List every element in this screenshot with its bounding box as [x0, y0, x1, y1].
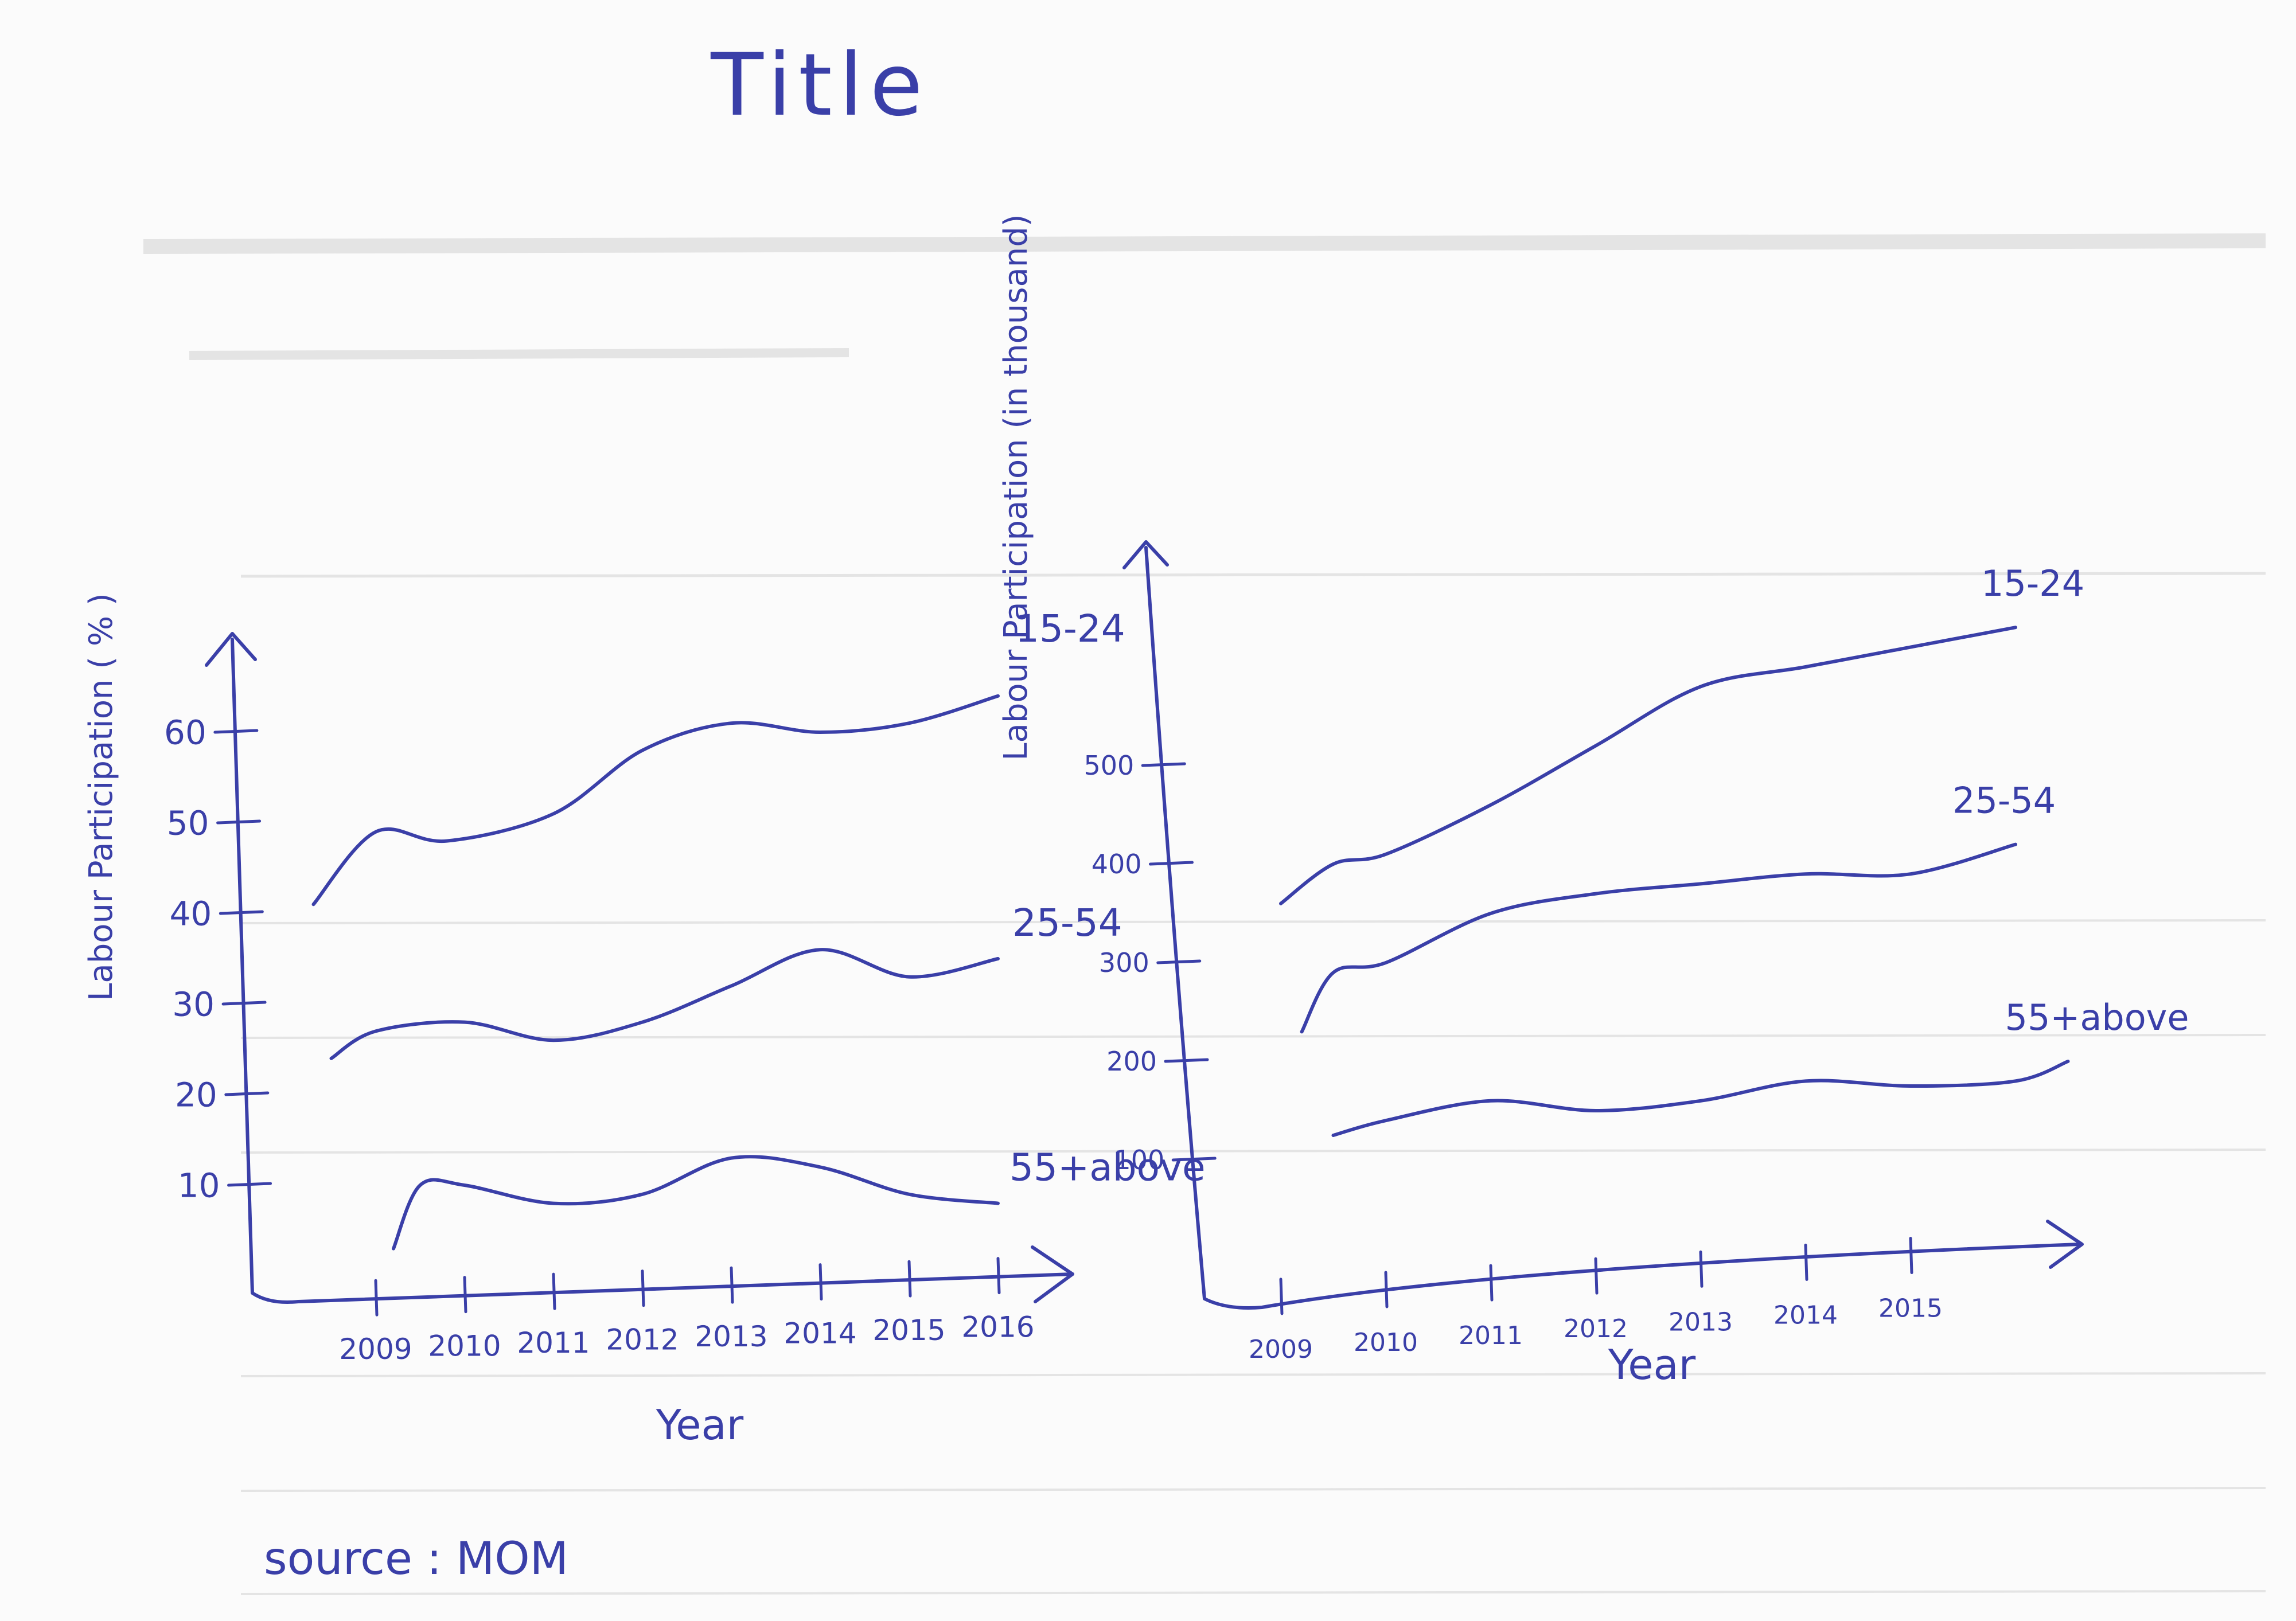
right-y-tick-label: 100	[1114, 1145, 1164, 1175]
left-y-tick-label: 40	[170, 894, 212, 933]
left-x-tick-mark	[641, 1270, 645, 1307]
left-y-tick-label: 60	[164, 713, 206, 752]
left-x-tick-label: 2011	[517, 1326, 590, 1360]
left-y-tick-mark	[221, 1001, 267, 1006]
right-x-tick-label: 2010	[1354, 1328, 1418, 1357]
right-series-line-1	[1279, 626, 2017, 905]
right-y-tick-mark	[1156, 959, 1202, 964]
left-y-tick-label: 20	[175, 1075, 217, 1114]
left-x-tick-mark	[374, 1279, 379, 1317]
left-x-axis-arrowhead	[1031, 1245, 1074, 1303]
right-x-tick-label: 2015	[1878, 1294, 1943, 1323]
right-series-line-3	[1331, 1060, 2070, 1137]
left-x-tick-label: 2013	[695, 1320, 767, 1353]
right-x-ticks: 2009 2010 2011 2012 2013 2014 2015	[1249, 1236, 1943, 1364]
right-y-tick-label: 300	[1099, 947, 1149, 978]
left-x-tick-mark	[907, 1260, 912, 1298]
paper-bleed-through	[143, 233, 2266, 1595]
right-y-tick-mark	[1164, 1058, 1209, 1063]
right-y-axis-line	[1144, 546, 2081, 1310]
left-series-lines: 15-24 25-54 55+above	[311, 607, 1206, 1251]
left-series-line-1	[311, 694, 1000, 907]
source-note: source : MOM	[264, 1533, 568, 1585]
left-y-tick-mark	[224, 1091, 270, 1096]
right-x-tick-label: 2013	[1669, 1307, 1733, 1337]
left-y-tick-mark	[219, 910, 264, 915]
left-x-ticks: 2009 2010 2011 2012 2013 2014 2015 2016	[339, 1257, 1035, 1366]
right-x-tick-mark	[1279, 1278, 1284, 1315]
left-y-tick-label: 30	[172, 985, 215, 1024]
left-x-tick-label: 2016	[961, 1311, 1034, 1344]
right-x-tick-mark	[1489, 1264, 1494, 1302]
right-series-label-2: 25-54	[1952, 780, 2056, 822]
right-x-axis-arrowhead	[2046, 1220, 2084, 1269]
right-series-label-1: 15-24	[1981, 563, 2084, 604]
left-series-line-2	[329, 948, 1000, 1060]
right-y-tick-label: 500	[1083, 750, 1134, 781]
right-y-tick-mark	[1149, 861, 1194, 866]
left-y-axis-label: Labour Participation ( % )	[83, 593, 120, 1001]
left-x-tick-label: 2012	[606, 1323, 679, 1357]
right-y-tick-mark	[1171, 1157, 1217, 1162]
left-series-label-1: 15-24	[1015, 607, 1125, 651]
right-x-tick-label: 2009	[1249, 1335, 1313, 1364]
left-y-axis-arrowhead	[205, 632, 257, 667]
right-y-axis-arrowhead	[1122, 540, 1169, 569]
right-x-tick-mark	[1594, 1257, 1599, 1295]
right-y-axis-label: Labour Participation (in thousand)	[997, 214, 1035, 760]
left-x-tick-mark	[552, 1272, 556, 1310]
right-x-tick-label: 2014	[1773, 1300, 1838, 1330]
left-y-axis-line	[231, 638, 1074, 1304]
left-x-tick-label: 2010	[428, 1330, 501, 1363]
chart-left-percentage: Labour Participation ( % ) Year 10 20 30 40…	[83, 593, 1206, 1449]
right-x-tick-label: 2012	[1564, 1314, 1628, 1343]
left-x-tick-label: 2014	[783, 1317, 856, 1350]
left-series-label-2: 25-54	[1012, 901, 1122, 945]
right-series-line-2	[1300, 842, 2017, 1034]
left-y-tick-mark	[227, 1182, 272, 1187]
left-x-tick-mark	[463, 1276, 467, 1314]
right-y-tick-mark	[1141, 762, 1186, 767]
right-x-tick-mark	[1699, 1250, 1704, 1288]
chart-right-thousands: Labour Participation (in thousand) Year …	[997, 214, 2189, 1389]
left-y-tick-label: 50	[167, 803, 209, 842]
right-series-label-3: 55+above	[2005, 997, 2189, 1038]
right-y-tick-label: 200	[1106, 1046, 1157, 1077]
right-x-tick-label: 2011	[1459, 1321, 1523, 1350]
left-x-tick-mark	[996, 1257, 1001, 1295]
left-x-tick-label: 2009	[339, 1333, 412, 1366]
left-series-label-3: 55+above	[1009, 1146, 1206, 1190]
right-x-tick-mark	[1909, 1236, 1913, 1274]
right-x-tick-mark	[1384, 1271, 1389, 1308]
left-y-tick-label: 10	[178, 1166, 220, 1205]
right-y-tick-label: 400	[1092, 849, 1142, 880]
right-x-tick-mark	[1804, 1243, 1808, 1281]
left-x-tick-mark	[818, 1263, 823, 1301]
left-y-tick-mark	[213, 729, 259, 734]
left-series-line-3	[392, 1155, 1000, 1251]
left-y-ticks: 10 20 30 40 50 60	[164, 713, 272, 1205]
left-y-tick-mark	[216, 819, 262, 825]
left-x-tick-mark	[730, 1266, 734, 1304]
right-series-lines: 15-24 25-54 55+above	[1279, 563, 2189, 1137]
left-x-tick-label: 2015	[872, 1314, 945, 1347]
page-title: Title	[710, 36, 929, 135]
left-x-axis-label: Year	[656, 1401, 744, 1449]
right-y-ticks: 100 200 300 400 500	[1083, 750, 1217, 1175]
right-x-axis-label: Year	[1608, 1341, 1696, 1389]
